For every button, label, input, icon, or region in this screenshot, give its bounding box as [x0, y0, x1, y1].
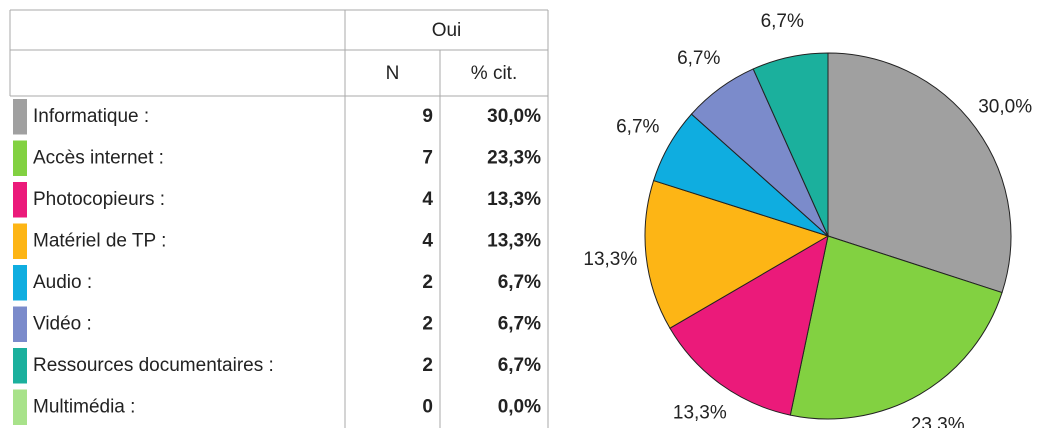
legend-swatch: [13, 223, 27, 259]
slice-label: 30,0%: [978, 96, 1032, 117]
slice-label: 6,7%: [677, 48, 720, 69]
pie-slice: [669, 235, 829, 416]
row-label: Vidéo :: [33, 313, 92, 334]
row-n: 2: [422, 313, 433, 334]
row-n: 4: [422, 189, 433, 210]
pie-slice: [752, 52, 829, 237]
pie-slice: [827, 52, 1012, 294]
pie-slice: [789, 235, 1003, 420]
row-pct: 0,0%: [498, 396, 541, 417]
row-pct: 30,0%: [487, 106, 541, 127]
legend-swatch: [13, 140, 27, 176]
slice-label: 13,3%: [673, 403, 727, 424]
row-pct: 13,3%: [487, 230, 541, 251]
row-pct: 6,7%: [498, 355, 541, 376]
row-label: Informatique :: [33, 106, 149, 127]
slice-label: 6,7%: [761, 11, 804, 32]
row-pct: 13,3%: [487, 189, 541, 210]
row-label: Multimédia :: [33, 396, 135, 417]
row-n: 2: [422, 355, 433, 376]
legend-swatch: [13, 389, 27, 425]
row-n: 0: [422, 396, 433, 417]
slice-label: 6,7%: [616, 117, 659, 138]
row-n: 2: [422, 272, 433, 293]
row-label: Accès internet :: [33, 147, 164, 168]
row-pct: 6,7%: [498, 272, 541, 293]
row-n: 4: [422, 230, 433, 251]
legend-swatch: [13, 306, 27, 342]
row-n: 9: [422, 106, 433, 127]
column-group-header: Oui: [432, 20, 462, 41]
row-n: 7: [422, 147, 433, 168]
row-label: Ressources documentaires :: [33, 355, 274, 376]
slice-label: 23,3%: [911, 415, 965, 428]
legend-swatch: [13, 182, 27, 218]
row-pct: 6,7%: [498, 313, 541, 334]
pie-slice: [644, 179, 830, 329]
slice-label: 13,3%: [583, 249, 637, 270]
legend-swatch: [13, 348, 27, 384]
row-label: Audio :: [33, 272, 92, 293]
row-pct: 23,3%: [487, 147, 541, 168]
legend-swatch: [13, 99, 27, 135]
legend-swatch: [13, 265, 27, 301]
column-header: % cit.: [471, 63, 517, 84]
column-header: N: [386, 63, 400, 84]
row-label: Matériel de TP :: [33, 230, 166, 251]
row-label: Photocopieurs :: [33, 189, 165, 210]
